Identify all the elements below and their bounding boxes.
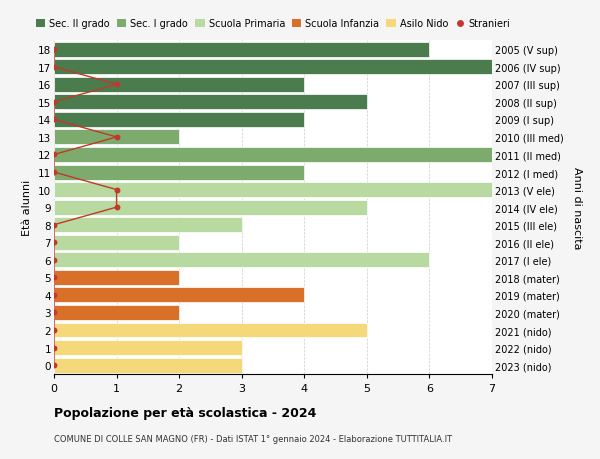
Bar — [54, 270, 179, 285]
Bar — [54, 60, 492, 75]
Y-axis label: Anni di nascita: Anni di nascita — [572, 167, 582, 249]
Y-axis label: Età alunni: Età alunni — [22, 179, 32, 236]
Text: COMUNE DI COLLE SAN MAGNO (FR) - Dati ISTAT 1° gennaio 2024 - Elaborazione TUTTI: COMUNE DI COLLE SAN MAGNO (FR) - Dati IS… — [54, 434, 452, 443]
Bar — [54, 43, 430, 57]
Point — [49, 257, 59, 264]
Legend: Sec. II grado, Sec. I grado, Scuola Primaria, Scuola Infanzia, Asilo Nido, Stran: Sec. II grado, Sec. I grado, Scuola Prim… — [32, 16, 514, 33]
Point — [49, 169, 59, 176]
Point — [49, 344, 59, 352]
Bar — [54, 253, 430, 268]
Point — [112, 186, 121, 194]
Bar — [54, 305, 179, 320]
Point — [49, 99, 59, 106]
Bar — [54, 183, 492, 198]
Point — [112, 81, 121, 89]
Point — [49, 151, 59, 159]
Point — [112, 134, 121, 141]
Bar — [54, 200, 367, 215]
Bar — [54, 341, 242, 355]
Point — [49, 274, 59, 281]
Point — [49, 239, 59, 246]
Point — [49, 46, 59, 54]
Bar — [54, 95, 367, 110]
Point — [49, 309, 59, 316]
Point — [49, 362, 59, 369]
Point — [49, 64, 59, 71]
Text: Popolazione per età scolastica - 2024: Popolazione per età scolastica - 2024 — [54, 406, 316, 419]
Point — [49, 327, 59, 334]
Bar — [54, 112, 304, 128]
Point — [112, 204, 121, 212]
Bar — [54, 148, 492, 162]
Point — [49, 291, 59, 299]
Point — [49, 222, 59, 229]
Bar — [54, 165, 304, 180]
Bar — [54, 218, 242, 233]
Bar — [54, 358, 242, 373]
Bar — [54, 235, 179, 250]
Bar — [54, 323, 367, 338]
Bar — [54, 130, 179, 145]
Bar — [54, 288, 304, 303]
Point — [49, 117, 59, 124]
Bar — [54, 78, 304, 93]
